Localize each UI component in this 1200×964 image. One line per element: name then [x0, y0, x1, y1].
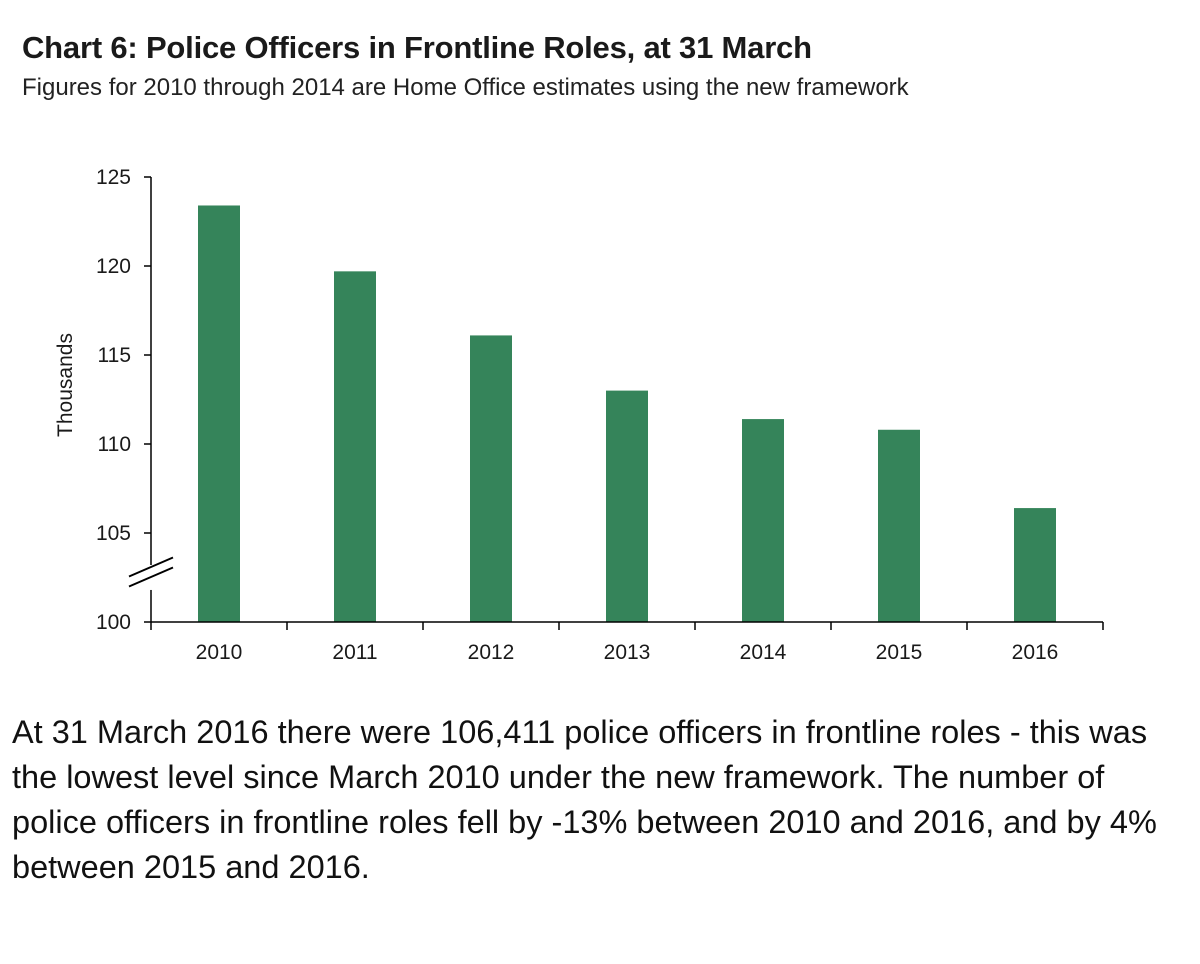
y-axis-ticks: 100 105 110 115 120 125 — [96, 166, 151, 634]
y-tick-label: 105 — [96, 522, 131, 545]
bar-2014 — [742, 419, 784, 622]
x-tick-label: 2013 — [604, 641, 651, 664]
x-axis-ticks: 2010 2011 2012 2013 2014 2015 2016 — [150, 622, 1104, 664]
y-tick-label: 120 — [96, 255, 131, 278]
axes — [128, 177, 1103, 623]
chart-title: Chart 6: Police Officers in Frontline Ro… — [22, 30, 812, 65]
y-tick-label: 110 — [98, 433, 131, 456]
summary-caption: At 31 March 2016 there were 106,411 poli… — [12, 714, 1157, 885]
y-axis-label: Thousands — [54, 333, 77, 437]
bars-group — [198, 205, 1056, 623]
x-tick-label: 2011 — [332, 641, 377, 664]
y-tick-label: 115 — [98, 344, 131, 367]
bar-2016 — [1014, 508, 1056, 622]
x-tick-label: 2012 — [468, 641, 515, 664]
x-tick-label: 2016 — [1012, 641, 1059, 664]
bar-2015 — [878, 429, 920, 622]
bar-2010 — [198, 205, 240, 623]
axis-break-mark-1 — [128, 556, 174, 578]
bar-2011 — [334, 271, 376, 622]
x-tick-label: 2015 — [876, 641, 923, 664]
bar-2012 — [470, 335, 512, 622]
y-tick-label: 100 — [96, 611, 131, 634]
y-tick-label: 125 — [96, 166, 131, 189]
bar-2013 — [606, 390, 648, 622]
axis-break-mark-2 — [128, 566, 174, 588]
x-tick-label: 2010 — [196, 641, 243, 664]
chart-subtitle: Figures for 2010 through 2014 are Home O… — [22, 74, 909, 101]
x-tick-label: 2014 — [740, 641, 787, 664]
